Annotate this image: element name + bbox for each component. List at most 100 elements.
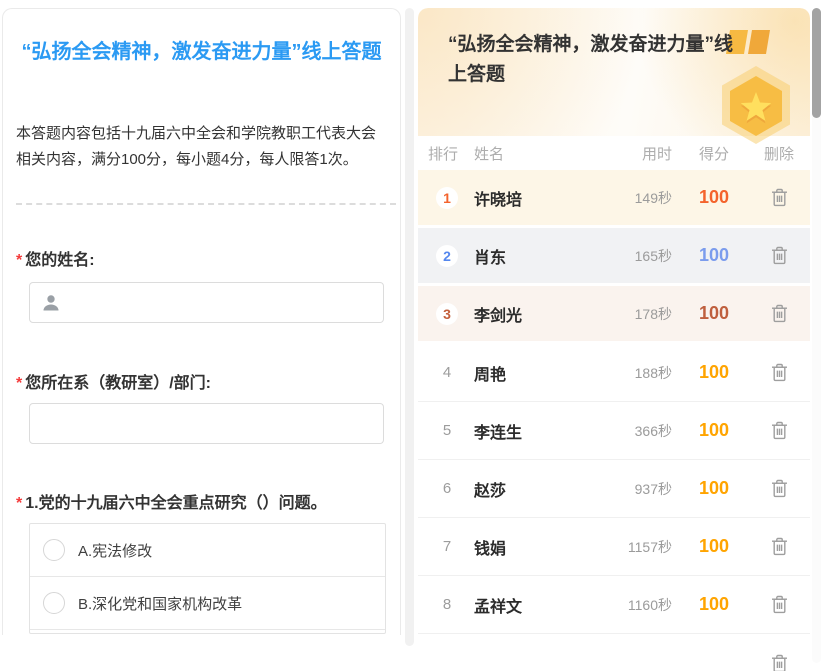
option-row[interactable]: A.宪法修改 bbox=[30, 524, 385, 577]
trash-icon bbox=[771, 479, 787, 498]
column-header-rank: 排行 bbox=[428, 145, 459, 163]
trash-icon bbox=[771, 363, 787, 382]
time-used: 165秒 bbox=[634, 247, 672, 264]
quiz-description: 本答题内容包括十九届六中全会和学院教职工代表大会相关内容，满分100分，每小题4… bbox=[16, 125, 377, 168]
delete-button[interactable] bbox=[771, 246, 788, 265]
question-label: * 1.党的十九届六中全会重点研究（）问题。 bbox=[16, 495, 327, 512]
column-header-score: 得分 bbox=[698, 145, 729, 163]
participant-name: 赵莎 bbox=[474, 482, 507, 500]
gold-star-medal-icon bbox=[722, 30, 790, 144]
rank-badge: 3 bbox=[436, 302, 458, 325]
time-used: 1160秒 bbox=[627, 596, 672, 613]
score-value: 100 bbox=[698, 420, 730, 440]
rank-number: 5 bbox=[442, 422, 452, 439]
trash-icon bbox=[771, 654, 787, 671]
department-input-wrap bbox=[29, 403, 384, 444]
delete-button[interactable] bbox=[771, 421, 788, 440]
rank-number: 4 bbox=[442, 364, 452, 381]
table-row: 7 钱娟 1157秒 100 bbox=[418, 518, 810, 576]
column-header-name: 姓名 bbox=[474, 145, 505, 163]
rank-cell: 4 bbox=[428, 364, 466, 381]
score-value: 100 bbox=[698, 303, 730, 323]
option-label: A.宪法修改 bbox=[78, 542, 153, 560]
score-value: 100 bbox=[698, 594, 730, 614]
leaderboard-header: “弘扬全会精神，激发奋进力量”线上答题 bbox=[418, 8, 810, 144]
name-field-label: * 您的姓名: bbox=[16, 252, 95, 269]
time-used: 149秒 bbox=[634, 189, 672, 206]
rank-cell: 6 bbox=[428, 480, 466, 497]
leaderboard-panel: “弘扬全会精神，激发奋进力量”线上答题 排行 姓名 用时 得分 删除 1 许晓培… bbox=[418, 8, 810, 671]
delete-button[interactable] bbox=[771, 363, 788, 382]
table-row: 1 许晓培 149秒 100 bbox=[418, 170, 810, 225]
participant-name: 李连生 bbox=[474, 424, 523, 442]
trash-icon bbox=[771, 188, 787, 207]
trash-icon bbox=[771, 421, 787, 440]
table-row bbox=[418, 634, 810, 671]
trash-icon bbox=[771, 304, 787, 323]
participant-name: 周艳 bbox=[474, 366, 507, 384]
rank-cell: 3 bbox=[428, 302, 466, 325]
option-row-partial bbox=[30, 630, 385, 633]
participant-name: 钱娟 bbox=[474, 540, 507, 558]
department-input[interactable] bbox=[40, 404, 373, 443]
dashed-divider bbox=[16, 203, 396, 205]
delete-button[interactable] bbox=[771, 537, 788, 556]
table-row: 6 赵莎 937秒 100 bbox=[418, 460, 810, 518]
left-panel-scrollbar[interactable] bbox=[405, 8, 414, 646]
participant-name: 许晓培 bbox=[474, 191, 523, 209]
participant-name: 孟祥文 bbox=[474, 598, 523, 616]
delete-button[interactable] bbox=[771, 654, 788, 671]
rank-cell: 2 bbox=[428, 244, 466, 267]
delete-button[interactable] bbox=[771, 479, 788, 498]
leaderboard-title: “弘扬全会精神，激发奋进力量”线上答题 bbox=[448, 34, 734, 85]
rank-badge: 2 bbox=[436, 244, 458, 267]
column-header-delete: 删除 bbox=[763, 145, 794, 163]
required-asterisk: * bbox=[16, 252, 23, 269]
leaderboard-rows: 1 许晓培 149秒 100 2 肖东 165秒 100 bbox=[418, 170, 810, 671]
option-label: B.深化党和国家机构改革 bbox=[78, 595, 243, 613]
name-input-wrap bbox=[29, 282, 384, 323]
delete-button[interactable] bbox=[771, 304, 788, 323]
table-row: 4 周艳 188秒 100 bbox=[418, 344, 810, 402]
rank-cell: 5 bbox=[428, 422, 466, 439]
leaderboard-column-headers: 排行 姓名 用时 得分 删除 bbox=[418, 136, 810, 170]
option-row[interactable]: B.深化党和国家机构改革 bbox=[30, 577, 385, 630]
table-row: 5 李连生 366秒 100 bbox=[418, 402, 810, 460]
rank-cell: 8 bbox=[428, 596, 466, 613]
radio-icon[interactable] bbox=[43, 592, 65, 614]
radio-icon[interactable] bbox=[43, 539, 65, 561]
quiz-title: “弘扬全会精神，激发奋进力量”线上答题 bbox=[21, 41, 382, 63]
trash-icon bbox=[771, 595, 787, 614]
quiz-form-panel: “弘扬全会精神，激发奋进力量”线上答题 本答题内容包括十九届六中全会和学院教职工… bbox=[2, 8, 401, 635]
participant-name: 肖东 bbox=[474, 249, 507, 267]
department-field-label: * 您所在系（教研室）/部门: bbox=[16, 375, 212, 392]
right-panel-scrollbar-track[interactable] bbox=[812, 8, 821, 663]
options-list: A.宪法修改 B.深化党和国家机构改革 bbox=[29, 523, 386, 634]
time-used: 178秒 bbox=[634, 305, 672, 322]
required-asterisk: * bbox=[16, 375, 23, 392]
name-input[interactable] bbox=[68, 283, 373, 322]
rank-number: 8 bbox=[442, 596, 452, 613]
participant-name: 李剑光 bbox=[474, 307, 523, 325]
rank-badge: 1 bbox=[436, 186, 458, 209]
score-value: 100 bbox=[698, 536, 730, 556]
score-value: 100 bbox=[698, 245, 730, 265]
time-used: 366秒 bbox=[634, 422, 672, 439]
rank-cell: 7 bbox=[428, 538, 466, 555]
trash-icon bbox=[771, 537, 787, 556]
user-icon bbox=[43, 294, 59, 310]
score-value: 100 bbox=[698, 362, 730, 382]
score-value: 100 bbox=[698, 478, 730, 498]
required-asterisk: * bbox=[16, 495, 23, 512]
rank-number: 7 bbox=[442, 538, 452, 555]
table-row: 2 肖东 165秒 100 bbox=[418, 228, 810, 283]
delete-button[interactable] bbox=[771, 188, 788, 207]
rank-number: 6 bbox=[442, 480, 452, 497]
table-row: 8 孟祥文 1160秒 100 bbox=[418, 576, 810, 634]
score-value: 100 bbox=[698, 187, 730, 207]
column-header-time: 用时 bbox=[641, 145, 672, 163]
time-used: 937秒 bbox=[634, 480, 672, 497]
delete-button[interactable] bbox=[771, 595, 788, 614]
right-panel-scrollbar-thumb[interactable] bbox=[812, 8, 821, 118]
